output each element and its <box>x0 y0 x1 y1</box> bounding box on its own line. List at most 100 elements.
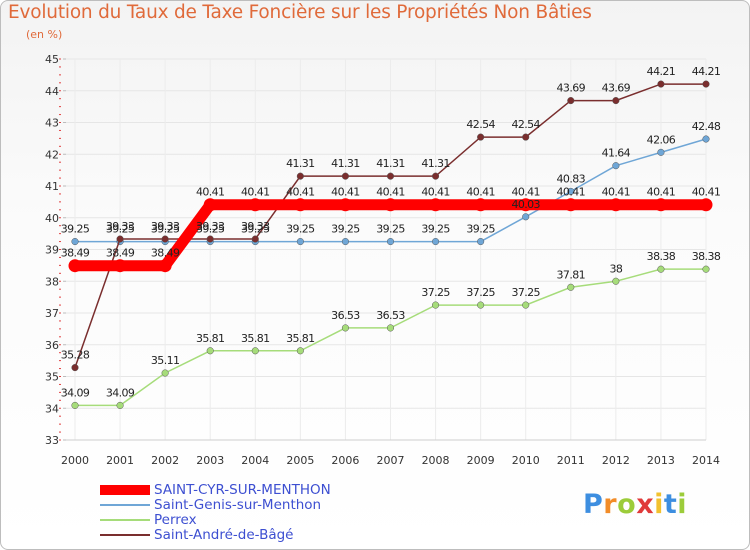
series-point <box>341 324 349 332</box>
x-tick-label: 2004 <box>241 454 269 467</box>
legend-label: Saint-Genis-sur-Menthon <box>154 497 322 513</box>
data-label: 35.11 <box>151 354 180 367</box>
series-point <box>432 301 440 309</box>
legend-swatch <box>100 519 150 521</box>
series-point <box>341 172 349 180</box>
data-label: 39.25 <box>286 223 315 236</box>
data-label: 40.41 <box>421 186 450 199</box>
x-tick-label: 2014 <box>692 454 720 467</box>
legend-swatch <box>100 534 150 536</box>
series-point-main <box>654 198 668 212</box>
series-point <box>341 238 349 246</box>
data-label: 40.41 <box>692 186 721 199</box>
series-point-main <box>609 198 623 212</box>
data-label: 40.41 <box>511 186 540 199</box>
y-tick-label: 36 <box>45 339 59 352</box>
y-tick-label: 35 <box>45 371 59 384</box>
data-label: 37.25 <box>466 286 495 299</box>
data-label: 38.49 <box>151 247 180 260</box>
data-label: 42.06 <box>647 133 676 146</box>
data-label: 39.33 <box>196 220 225 233</box>
data-label: 40.41 <box>647 186 676 199</box>
series-point-main <box>429 198 443 212</box>
series-point-main <box>158 259 172 273</box>
data-label: 43.69 <box>557 82 586 95</box>
series-point <box>71 238 79 246</box>
logo-letter: i <box>654 489 664 520</box>
data-label: 38.49 <box>106 247 135 260</box>
x-tick-label: 2001 <box>106 454 134 467</box>
data-label: 39.25 <box>151 223 180 236</box>
series-point <box>251 235 259 243</box>
x-tick-label: 2010 <box>512 454 540 467</box>
y-tick-label: 39 <box>45 244 59 257</box>
data-label-layer: 38.49 38.49 38.49 40.41 40.41 40.41 40.41 40.41… <box>61 65 722 399</box>
data-label: 40.83 <box>557 172 586 185</box>
y-tick-label: 37 <box>45 307 59 320</box>
series-point <box>567 97 575 105</box>
series-point <box>161 369 169 377</box>
series-point <box>386 238 395 246</box>
logo-letter: o <box>617 489 637 520</box>
data-label: 43.69 <box>602 82 631 95</box>
logo-letter: t <box>663 489 678 520</box>
series-point <box>116 235 124 243</box>
data-label: 42.48 <box>692 120 721 133</box>
y-tick-label: 38 <box>45 275 59 288</box>
x-tick-label: 2000 <box>61 454 89 467</box>
legend-label: Perrex <box>154 512 197 528</box>
data-label: 40.41 <box>602 186 631 199</box>
data-label: 42.54 <box>511 118 540 131</box>
data-label: 34.09 <box>61 386 90 399</box>
series-point <box>386 324 395 332</box>
series-point <box>612 277 620 285</box>
y-tick-label: 42 <box>45 148 59 161</box>
data-label: 40.41 <box>196 186 225 199</box>
series-point <box>386 172 395 180</box>
data-label: 39.33 <box>241 220 270 233</box>
series-point <box>702 135 710 143</box>
data-label: 37.25 <box>421 286 450 299</box>
series-point-main <box>248 198 262 212</box>
data-label: 36.53 <box>331 309 360 322</box>
x-tick-label: 2005 <box>286 454 314 467</box>
logo-letter: P <box>583 489 604 520</box>
data-label: 39.25 <box>376 223 405 236</box>
data-label: 40.41 <box>241 186 270 199</box>
series-point <box>71 401 79 409</box>
series-point <box>522 213 530 221</box>
proxiti-logo: Proxiti <box>583 489 687 520</box>
data-label: 40.03 <box>511 198 540 211</box>
data-label: 36.53 <box>376 309 405 322</box>
data-label: 40.41 <box>286 186 315 199</box>
x-tick-label: 2006 <box>331 454 359 467</box>
x-tick-label: 2011 <box>557 454 585 467</box>
y-tick-label: 41 <box>45 180 59 193</box>
data-label: 38.38 <box>647 250 676 263</box>
legend-label: SAINT-CYR-SUR-MENTHON <box>154 482 331 498</box>
series-layer <box>68 80 713 409</box>
data-label: 41.31 <box>331 157 360 170</box>
y-tick-label: 44 <box>45 85 59 98</box>
data-label: 40.41 <box>557 186 586 199</box>
logo-letter: i <box>677 489 688 520</box>
y-tick-label: 33 <box>45 434 59 447</box>
x-tick-label: 2013 <box>647 454 675 467</box>
x-tick-label: 2009 <box>467 454 495 467</box>
series-point <box>657 148 665 156</box>
series-point <box>432 172 440 180</box>
data-label: 39.25 <box>106 223 135 236</box>
series-point <box>477 301 485 309</box>
series-point-main <box>293 198 307 212</box>
legend-label: Saint-André-de-Bâgé <box>154 527 294 543</box>
data-label: 41.31 <box>376 157 405 170</box>
data-label: 40.41 <box>376 186 405 199</box>
chart-title: Evolution du Taux de Taxe Foncière sur l… <box>8 2 592 23</box>
x-tick-label: 2003 <box>196 454 224 467</box>
data-label: 39.25 <box>331 223 360 236</box>
data-label: 39.25 <box>61 223 90 236</box>
series-point <box>612 162 620 170</box>
data-label: 38 <box>609 262 622 275</box>
data-label: 39.33 <box>106 220 135 233</box>
series-point <box>612 97 620 105</box>
